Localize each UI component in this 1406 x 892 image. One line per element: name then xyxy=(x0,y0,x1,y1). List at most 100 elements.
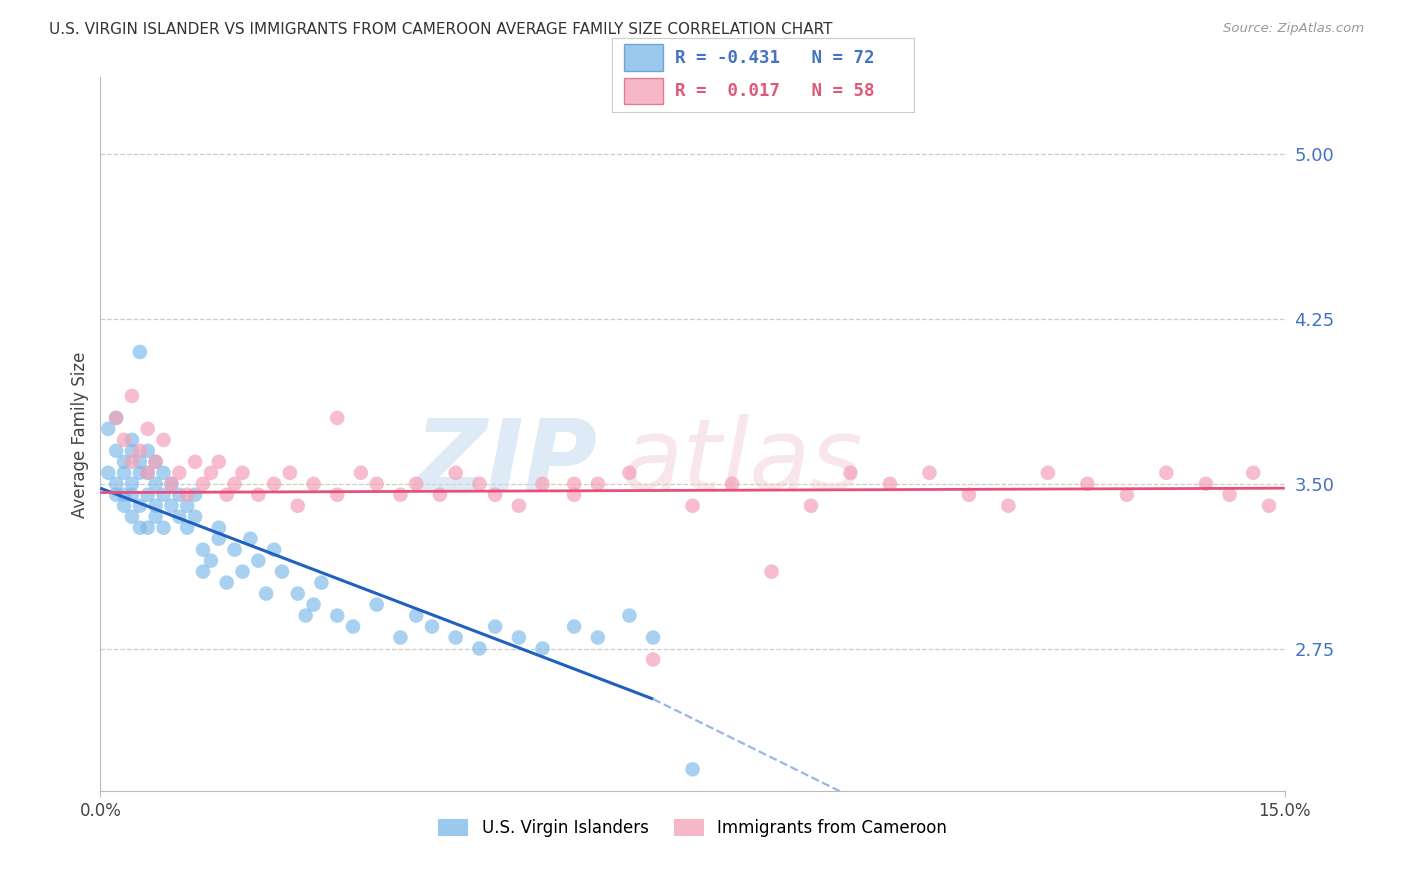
Point xyxy=(508,499,530,513)
Point xyxy=(121,476,143,491)
FancyBboxPatch shape xyxy=(624,78,664,104)
Point xyxy=(342,619,364,633)
Point xyxy=(105,476,128,491)
Point xyxy=(643,652,665,666)
Point xyxy=(200,554,222,568)
Point xyxy=(208,455,231,469)
Point xyxy=(562,476,585,491)
Point xyxy=(145,509,167,524)
Point xyxy=(169,466,191,480)
Point xyxy=(160,476,183,491)
Point xyxy=(128,521,150,535)
Point xyxy=(405,476,427,491)
Point xyxy=(160,476,183,491)
Point xyxy=(531,641,554,656)
Point xyxy=(1036,466,1059,480)
Point xyxy=(224,476,246,491)
Point xyxy=(128,345,150,359)
Point xyxy=(420,619,443,633)
Point xyxy=(326,608,349,623)
Point xyxy=(136,422,159,436)
Point xyxy=(957,488,980,502)
Point xyxy=(484,488,506,502)
Text: Source: ZipAtlas.com: Source: ZipAtlas.com xyxy=(1223,22,1364,36)
Point xyxy=(997,499,1019,513)
Point xyxy=(97,466,120,480)
Point xyxy=(128,455,150,469)
Point xyxy=(287,586,309,600)
Point xyxy=(112,433,135,447)
Point xyxy=(389,488,412,502)
Point xyxy=(105,410,128,425)
Legend: U.S. Virgin Islanders, Immigrants from Cameroon: U.S. Virgin Islanders, Immigrants from C… xyxy=(432,812,953,844)
Point xyxy=(302,476,325,491)
Point xyxy=(152,466,174,480)
Point xyxy=(184,509,207,524)
Point xyxy=(231,565,253,579)
Point xyxy=(429,488,451,502)
Point xyxy=(761,565,783,579)
Point xyxy=(112,466,135,480)
Point xyxy=(128,443,150,458)
Point xyxy=(619,608,641,623)
Point xyxy=(254,586,277,600)
Point xyxy=(191,565,214,579)
Point xyxy=(879,476,901,491)
Point xyxy=(562,619,585,633)
Point xyxy=(184,455,207,469)
Point xyxy=(136,488,159,502)
Point xyxy=(444,466,467,480)
Point xyxy=(1195,476,1218,491)
Point xyxy=(247,488,270,502)
Point xyxy=(152,521,174,535)
Point xyxy=(287,499,309,513)
Point xyxy=(191,542,214,557)
Point xyxy=(1241,466,1264,480)
Point xyxy=(121,433,143,447)
Point xyxy=(239,532,262,546)
Point xyxy=(224,542,246,557)
Point xyxy=(468,476,491,491)
Point xyxy=(191,476,214,491)
Point xyxy=(136,466,159,480)
FancyBboxPatch shape xyxy=(624,45,664,70)
Point xyxy=(350,466,373,480)
Point xyxy=(366,476,388,491)
Point xyxy=(302,598,325,612)
Point xyxy=(586,476,609,491)
Point xyxy=(271,565,294,579)
Point xyxy=(484,619,506,633)
Point xyxy=(128,499,150,513)
Point xyxy=(152,433,174,447)
Text: R =  0.017   N = 58: R = 0.017 N = 58 xyxy=(675,82,875,100)
Text: ZIP: ZIP xyxy=(415,415,598,511)
Point xyxy=(136,521,159,535)
Point xyxy=(800,499,823,513)
Point xyxy=(1076,476,1098,491)
Point xyxy=(105,410,128,425)
Point xyxy=(839,466,862,480)
Point xyxy=(121,488,143,502)
Point xyxy=(1156,466,1178,480)
Point xyxy=(619,466,641,480)
Point xyxy=(1258,499,1281,513)
Point xyxy=(105,488,128,502)
Point xyxy=(682,762,704,776)
Point xyxy=(263,476,285,491)
Point xyxy=(231,466,253,480)
Point xyxy=(682,499,704,513)
Point xyxy=(176,488,198,502)
Point xyxy=(121,389,143,403)
Point xyxy=(263,542,285,557)
Point xyxy=(721,476,744,491)
Point xyxy=(121,509,143,524)
Point xyxy=(468,641,491,656)
Point xyxy=(215,575,238,590)
Point xyxy=(112,488,135,502)
Point xyxy=(184,488,207,502)
Point xyxy=(918,466,941,480)
Point xyxy=(200,466,222,480)
Point xyxy=(366,598,388,612)
Point xyxy=(326,488,349,502)
Point xyxy=(208,532,231,546)
